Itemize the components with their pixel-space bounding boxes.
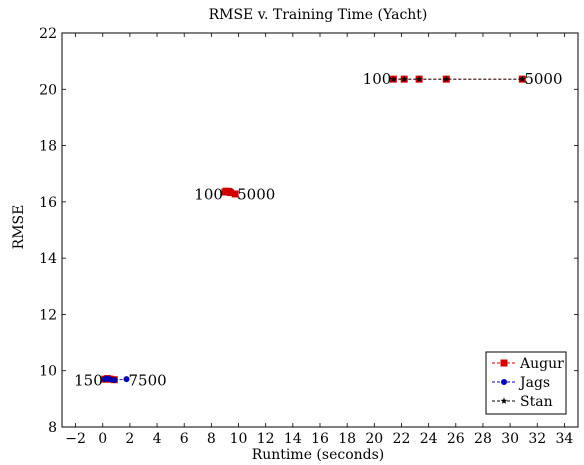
legend-item-stan: Stan <box>492 394 553 410</box>
y-tick-label: 14 <box>39 251 57 267</box>
x-tick-label: 4 <box>153 431 162 447</box>
x-tick-label: 22 <box>393 431 411 447</box>
x-tick-label: 6 <box>180 431 189 447</box>
legend-label: Stan <box>520 394 553 410</box>
series-jags <box>101 375 130 384</box>
legend-marker <box>500 359 508 367</box>
data-point-augur <box>226 189 234 197</box>
point-annotation: 7500 <box>129 372 167 390</box>
data-point-stan <box>389 75 397 83</box>
series-stan <box>389 75 526 83</box>
x-tick-label: 10 <box>230 431 248 447</box>
y-tick-label: 10 <box>39 364 57 380</box>
point-annotation: 5000 <box>237 186 275 204</box>
point-annotation: 100 <box>194 186 223 204</box>
x-tick-label: 30 <box>501 431 519 447</box>
legend-label: Jags <box>518 375 550 391</box>
x-tick-label: 14 <box>284 431 302 447</box>
data-point-augur <box>231 190 239 198</box>
series-augur <box>221 187 239 198</box>
x-tick-label: 16 <box>311 431 329 447</box>
point-annotation: 5000 <box>524 70 562 88</box>
point-annotation: 100 <box>363 70 392 88</box>
legend-item-augur: Augur <box>492 356 564 372</box>
data-point-jags <box>123 376 130 383</box>
x-tick-label: 24 <box>420 431 438 447</box>
data-point-stan <box>518 75 526 83</box>
y-tick-label: 8 <box>48 420 57 436</box>
x-tick-label: 32 <box>528 431 546 447</box>
y-axis-ticks: 8 10 12 14 16 18 20 22 <box>39 26 578 436</box>
data-point-stan <box>415 75 423 83</box>
x-tick-label: 18 <box>338 431 356 447</box>
x-tick-label: 20 <box>365 431 383 447</box>
legend-marker <box>500 397 508 404</box>
annotations: 100 5000 100 5000 150 7500 <box>74 70 562 389</box>
data-point-stan <box>400 75 408 83</box>
legend: Augur Jags Stan <box>485 351 567 415</box>
legend-item-jags: Jags <box>492 375 550 391</box>
x-axis-ticks: −2 0 2 4 6 8 10 12 14 16 18 20 22 24 26 28 30 32 34 <box>65 33 573 447</box>
y-axis-label: RMSE <box>11 205 27 250</box>
point-annotation: 150 <box>74 372 103 390</box>
legend-label: Augur <box>519 356 564 372</box>
data-point-stan <box>442 75 450 83</box>
x-axis-label: Runtime (seconds) <box>252 447 385 463</box>
chart-title: RMSE v. Training Time (Yacht) <box>209 7 428 23</box>
x-tick-label: 28 <box>474 431 492 447</box>
x-tick-label: −2 <box>65 431 86 447</box>
legend-box <box>485 351 567 415</box>
y-tick-label: 16 <box>39 195 57 211</box>
y-tick-label: 18 <box>39 139 57 155</box>
x-tick-label: 34 <box>556 431 574 447</box>
x-tick-label: 0 <box>98 431 107 447</box>
data-point-jags <box>111 377 118 384</box>
plot-area <box>101 75 526 384</box>
legend-marker <box>501 379 507 385</box>
x-tick-label: 8 <box>207 431 216 447</box>
y-tick-label: 12 <box>39 307 57 323</box>
y-tick-label: 22 <box>39 26 57 42</box>
x-tick-label: 26 <box>447 431 465 447</box>
x-tick-label: 12 <box>257 431 275 447</box>
y-tick-label: 20 <box>39 82 57 98</box>
x-tick-label: 2 <box>125 431 134 447</box>
